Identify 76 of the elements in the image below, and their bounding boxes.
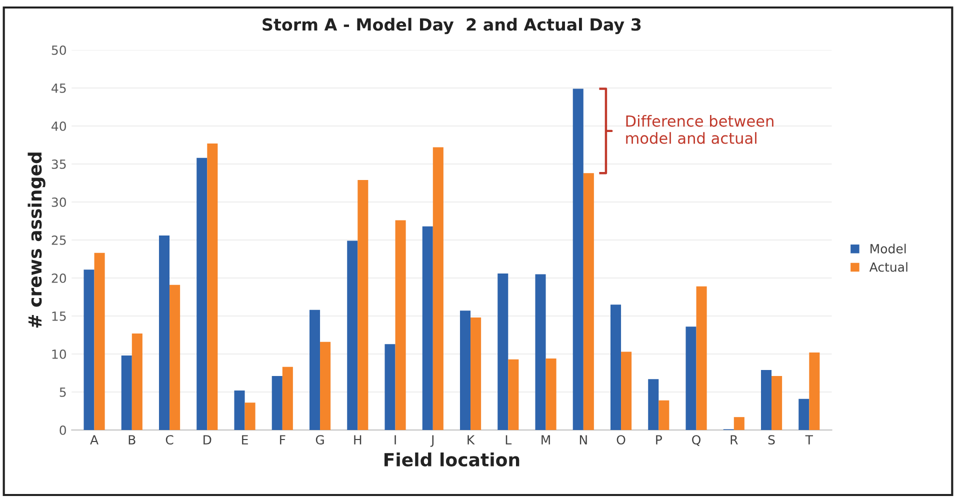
bar — [320, 342, 331, 430]
bar — [422, 226, 433, 430]
x-axis-title: Field location — [384, 452, 520, 466]
bar — [309, 310, 320, 430]
x-tick-label: M — [542, 435, 550, 444]
bar — [94, 252, 105, 430]
bar — [196, 158, 208, 430]
bar — [583, 173, 594, 430]
y-tick-label: 40 — [52, 121, 66, 131]
bar — [658, 400, 670, 430]
x-tick-label: D — [204, 435, 212, 444]
bar — [546, 358, 556, 430]
bar — [84, 270, 94, 430]
bar — [621, 352, 632, 430]
bar — [809, 352, 820, 430]
x-tick-label: R — [730, 435, 738, 444]
bar — [535, 274, 546, 430]
bar — [358, 180, 368, 430]
x-tick-label: Q — [692, 435, 700, 446]
legend-label: Actual — [869, 262, 908, 272]
bar — [244, 402, 256, 430]
bar — [432, 147, 444, 430]
x-tick-label: P — [656, 435, 662, 444]
y-tick-label: 5 — [60, 388, 66, 397]
y-tick-label: 0 — [60, 425, 66, 435]
bar — [158, 235, 170, 430]
bar — [234, 390, 245, 430]
x-tick-label: G — [316, 435, 324, 445]
bar — [282, 366, 293, 430]
y-tick-label: 50 — [52, 45, 66, 55]
bar — [734, 417, 744, 430]
y-tick-label: 45 — [52, 84, 66, 93]
bar — [272, 376, 282, 430]
x-tick-label: I — [394, 435, 396, 444]
x-tick-label: T — [805, 435, 813, 444]
bar — [395, 220, 406, 430]
bar — [470, 318, 482, 430]
bar — [696, 286, 707, 430]
y-tick-label: 15 — [52, 312, 66, 321]
bar — [132, 333, 142, 430]
annotation: Difference between model and actual — [626, 114, 774, 144]
x-tick-label: J — [430, 435, 434, 447]
y-tick-label: 35 — [52, 159, 66, 169]
bar — [772, 376, 782, 430]
bar — [207, 143, 218, 430]
bar — [760, 370, 772, 430]
bar — [460, 310, 471, 430]
x-tick-label: S — [768, 435, 775, 445]
x-tick-label: F — [280, 435, 286, 444]
x-tick-label: A — [90, 435, 98, 444]
bar — [384, 344, 396, 430]
x-tick-label: K — [468, 435, 475, 444]
y-tick-label: 10 — [52, 349, 66, 359]
x-tick-label: E — [242, 435, 248, 444]
y-axis-title: # crews assinged — [28, 152, 46, 328]
bar — [347, 240, 358, 430]
bar — [610, 304, 622, 430]
y-tick-label: 25 — [52, 235, 66, 245]
legend-label: Model — [870, 244, 906, 254]
y-tick-label: 20 — [52, 273, 66, 283]
bar — [648, 379, 659, 430]
x-tick-label: N — [580, 435, 587, 444]
bar — [121, 356, 132, 430]
bar — [686, 326, 696, 430]
bar — [498, 273, 508, 430]
x-tick-label: H — [354, 435, 362, 444]
bar — [508, 359, 519, 430]
bar — [798, 398, 810, 430]
x-tick-label: L — [506, 435, 512, 444]
bar — [572, 88, 584, 430]
x-tick-label: C — [166, 435, 174, 445]
bar — [170, 284, 180, 430]
y-tick-label: 30 — [52, 197, 66, 207]
x-tick-label: B — [128, 435, 136, 444]
x-tick-label: O — [616, 435, 626, 445]
chart-title: Storm A - Model Day 2 and Actual Day 3 — [262, 18, 641, 34]
